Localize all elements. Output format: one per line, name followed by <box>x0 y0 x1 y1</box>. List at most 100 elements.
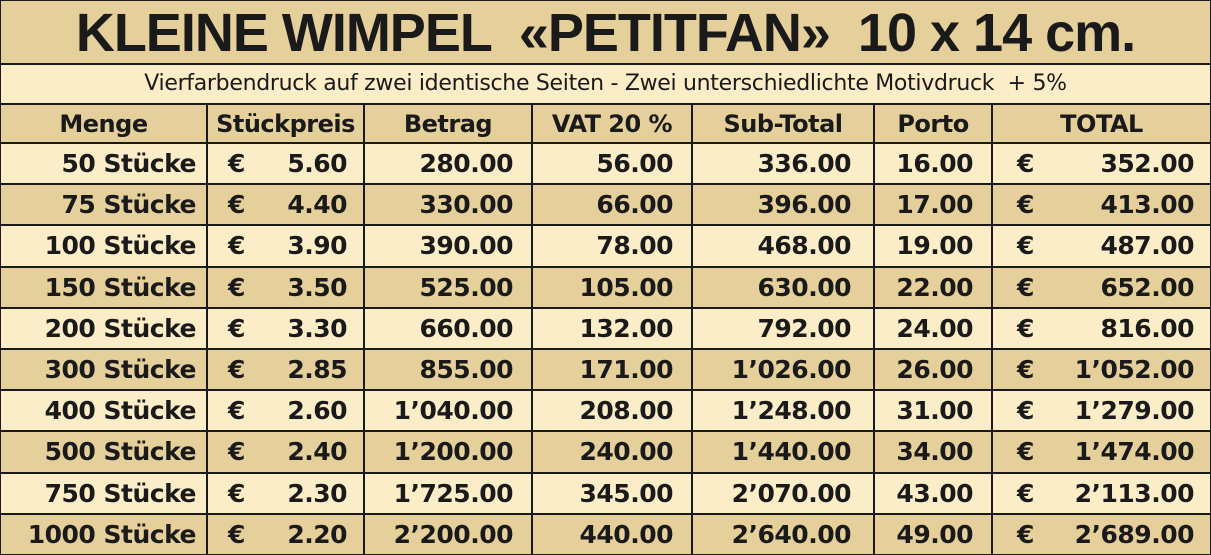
cell-menge: 100 Stücke <box>1 224 208 268</box>
table-row: 75 Stücke €4.40 330.00 66.00 396.00 17.00 €413… <box>1 183 1210 227</box>
cell-subtotal: 1’026.00 <box>691 347 875 392</box>
cell-stueckpreis: €3.30 <box>206 306 365 350</box>
cell-menge: 200 Stücke <box>1 306 208 350</box>
cell-betrag: 855.00 <box>363 347 533 392</box>
euro-symbol: € <box>228 190 245 220</box>
cell-menge: 300 Stücke <box>1 347 208 392</box>
cell-subtotal: 1’440.00 <box>691 430 875 474</box>
euro-symbol: € <box>1017 231 1034 261</box>
cell-subtotal: 336.00 <box>691 141 875 186</box>
euro-symbol: € <box>228 231 245 261</box>
table-row: 50 Stücke €5.60 280.00 56.00 336.00 16.00 €352… <box>1 141 1210 186</box>
cell-subtotal: 468.00 <box>691 224 875 268</box>
euro-symbol: € <box>1017 272 1034 302</box>
total-value: 487.00 <box>1100 231 1195 261</box>
euro-symbol: € <box>228 354 245 384</box>
total-value: 1’279.00 <box>1074 396 1195 426</box>
header-row: Menge Stückpreis Betrag VAT 20 % Sub-Tot… <box>1 105 1210 144</box>
header-betrag: Betrag <box>363 105 533 144</box>
cell-vat: 132.00 <box>531 306 693 350</box>
euro-symbol: € <box>1017 478 1034 508</box>
cell-total: €487.00 <box>991 224 1210 268</box>
cell-vat: 66.00 <box>531 183 693 227</box>
euro-symbol: € <box>228 149 245 178</box>
page-title: KLEINE WIMPEL «PETITFAN» 10 x 14 cm. <box>1 1 1210 65</box>
cell-total: €1’052.00 <box>991 347 1210 392</box>
cell-betrag: 1’200.00 <box>363 430 533 474</box>
unit-price: 4.40 <box>287 190 347 220</box>
cell-porto: 31.00 <box>873 389 993 433</box>
cell-porto: 26.00 <box>873 347 993 392</box>
table-row: 1000 Stücke €2.20 2’200.00 440.00 2’640.00 49… <box>1 512 1210 554</box>
unit-price: 3.50 <box>287 272 347 302</box>
unit-price: 5.60 <box>287 149 347 179</box>
cell-vat: 440.00 <box>531 512 693 554</box>
cell-betrag: 2’200.00 <box>363 512 533 554</box>
cell-total: €413.00 <box>991 183 1210 227</box>
total-value: 2’689.00 <box>1074 519 1195 549</box>
cell-menge: 150 Stücke <box>1 265 208 309</box>
cell-subtotal: 1’248.00 <box>691 389 875 433</box>
table-row: 100 Stücke €3.90 390.00 78.00 468.00 19.00 €48… <box>1 224 1210 268</box>
header-vat: VAT 20 % <box>531 105 693 144</box>
total-value: 2’113.00 <box>1074 478 1195 508</box>
cell-menge: 1000 Stücke <box>1 512 208 554</box>
cell-vat: 345.00 <box>531 471 693 515</box>
header-subtotal: Sub-Total <box>691 105 875 144</box>
cell-betrag: 390.00 <box>363 224 533 268</box>
cell-porto: 22.00 <box>873 265 993 309</box>
cell-betrag: 660.00 <box>363 306 533 350</box>
cell-subtotal: 396.00 <box>691 183 875 227</box>
cell-stueckpreis: €2.30 <box>206 471 365 515</box>
cell-total: €652.00 <box>991 265 1210 309</box>
table-row: 500 Stücke €2.40 1’200.00 240.00 1’440.00 34.… <box>1 430 1210 474</box>
cell-porto: 49.00 <box>873 512 993 554</box>
cell-menge: 75 Stücke <box>1 183 208 227</box>
cell-total: €2’689.00 <box>991 512 1210 554</box>
total-value: 652.00 <box>1100 272 1195 302</box>
page-subtitle: Vierfarbendruck auf zwei identische Seit… <box>1 65 1210 105</box>
cell-menge: 50 Stücke <box>1 141 208 186</box>
total-value: 413.00 <box>1100 190 1195 220</box>
euro-symbol: € <box>1017 149 1034 178</box>
unit-price: 2.85 <box>287 355 347 385</box>
table-row: 400 Stücke €2.60 1’040.00 208.00 1’248.00 31.… <box>1 389 1210 433</box>
cell-vat: 105.00 <box>531 265 693 309</box>
header-porto: Porto <box>873 105 993 144</box>
cell-porto: 17.00 <box>873 183 993 227</box>
cell-porto: 16.00 <box>873 141 993 186</box>
total-value: 352.00 <box>1100 149 1195 179</box>
cell-vat: 240.00 <box>531 430 693 474</box>
cell-stueckpreis: €3.50 <box>206 265 365 309</box>
euro-symbol: € <box>228 272 245 302</box>
cell-porto: 43.00 <box>873 471 993 515</box>
euro-symbol: € <box>1017 396 1034 426</box>
cell-total: €1’474.00 <box>991 430 1210 474</box>
header-stueckpreis: Stückpreis <box>206 105 365 144</box>
cell-subtotal: 2’070.00 <box>691 471 875 515</box>
cell-total: €352.00 <box>991 141 1210 186</box>
unit-price: 3.90 <box>287 231 347 261</box>
euro-symbol: € <box>1017 437 1034 467</box>
cell-stueckpreis: €5.60 <box>206 141 365 186</box>
cell-stueckpreis: €2.85 <box>206 347 365 392</box>
euro-symbol: € <box>228 478 245 508</box>
cell-stueckpreis: €2.60 <box>206 389 365 433</box>
cell-menge: 400 Stücke <box>1 389 208 433</box>
total-value: 1’474.00 <box>1074 437 1195 467</box>
euro-symbol: € <box>1017 190 1034 220</box>
euro-symbol: € <box>228 437 245 467</box>
cell-porto: 34.00 <box>873 430 993 474</box>
cell-betrag: 330.00 <box>363 183 533 227</box>
cell-stueckpreis: €3.90 <box>206 224 365 268</box>
unit-price: 3.30 <box>287 313 347 343</box>
cell-menge: 750 Stücke <box>1 471 208 515</box>
cell-subtotal: 630.00 <box>691 265 875 309</box>
euro-symbol: € <box>1017 313 1034 343</box>
price-table: Menge Stückpreis Betrag VAT 20 % Sub-Tot… <box>1 105 1210 554</box>
table-row: 300 Stücke €2.85 855.00 171.00 1’026.00 26.00… <box>1 347 1210 392</box>
total-value: 1’052.00 <box>1074 355 1195 385</box>
cell-menge: 500 Stücke <box>1 430 208 474</box>
cell-betrag: 280.00 <box>363 141 533 186</box>
